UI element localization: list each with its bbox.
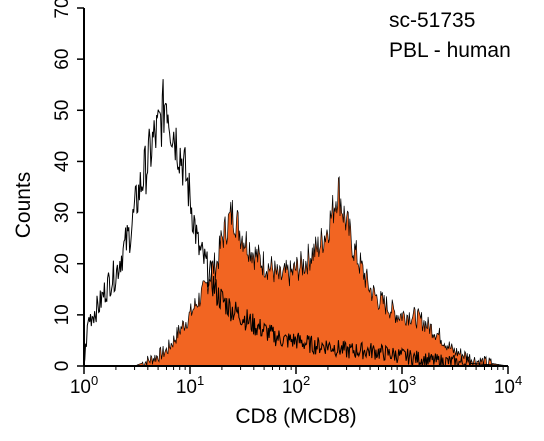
x-tick-label: 104: [494, 373, 522, 398]
cd8-stained-histogram: [84, 175, 509, 367]
y-tick-label: 60: [52, 49, 73, 70]
annotation-product: sc-51735: [389, 9, 475, 32]
control-histogram: [83, 79, 509, 368]
y-axis-ticks: 0 10 20 30 40 50 60 70: [52, 0, 84, 371]
y-tick-label: 10: [52, 304, 73, 325]
y-tick-label: 40: [52, 151, 73, 172]
y-tick-label: 70: [52, 0, 73, 19]
x-tick-label: 103: [388, 373, 416, 398]
x-tick-label: 101: [176, 373, 204, 398]
x-tick-label: 100: [70, 373, 98, 398]
y-tick-label: 20: [52, 253, 73, 274]
y-tick-label: 0: [52, 361, 73, 372]
x-axis-title: CD8 (MCD8): [235, 405, 356, 428]
y-axis-title: Counts: [12, 172, 35, 239]
x-tick-label: 102: [282, 373, 310, 398]
y-tick-label: 50: [52, 100, 73, 121]
y-tick-label: 30: [52, 202, 73, 223]
plot-area: [83, 79, 509, 368]
annotation-sample: PBL - human: [389, 39, 511, 62]
x-axis-ticks: 100 101 102 103 104: [70, 366, 522, 398]
